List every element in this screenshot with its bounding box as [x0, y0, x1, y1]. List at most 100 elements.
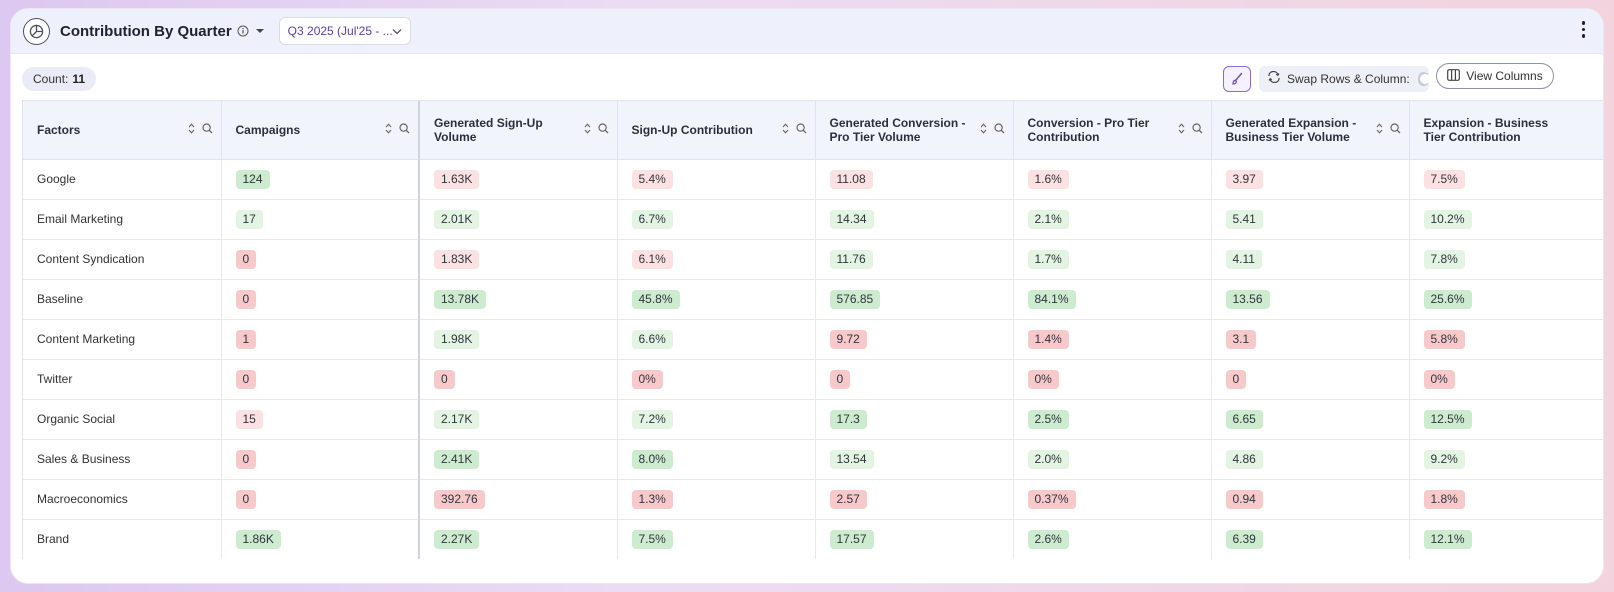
column-header-label: Expansion - Business Tier Contribution	[1423, 115, 1549, 144]
caret-down-icon[interactable]	[255, 27, 265, 35]
table-row[interactable]: Email Marketing 17 2.01K 6.7% 14.34 2.1% 5.41 1…	[23, 199, 1603, 240]
column-header-campaigns[interactable]: Campaigns	[221, 101, 420, 160]
sort-icon[interactable]	[385, 123, 392, 137]
value-cell: 1.98K	[419, 319, 618, 360]
column-header-actions	[584, 123, 609, 137]
value-cell: 17.3	[815, 399, 1014, 440]
sort-icon[interactable]	[782, 123, 789, 137]
value-pill: 13.56	[1225, 289, 1270, 309]
count-value: 11	[72, 72, 86, 86]
table-row[interactable]: Content Marketing 1 1.98K 6.6% 9.72 1.4% 3.1 5.…	[23, 319, 1603, 360]
more-options-icon[interactable]	[1581, 21, 1585, 38]
value-pill: 13.78K	[434, 289, 487, 309]
value-pill: 12.5%	[1423, 409, 1472, 429]
value-pill: 12.1%	[1423, 529, 1472, 549]
search-icon[interactable]	[1389, 123, 1401, 137]
value-cell: 12.5%	[1409, 399, 1603, 440]
value-cell: 2.5%	[1013, 399, 1212, 440]
value-pill: 1	[235, 329, 257, 349]
table-row[interactable]: Sales & Business 0 2.41K 8.0% 13.54 2.0% 4.86 9…	[23, 439, 1603, 480]
sort-icon[interactable]	[1178, 123, 1185, 137]
value-cell: 5.4%	[617, 159, 816, 200]
search-icon[interactable]	[597, 123, 609, 137]
column-header-factors[interactable]: Factors	[23, 101, 222, 160]
value-cell: 0%	[1409, 359, 1603, 400]
info-icon[interactable]	[237, 25, 249, 37]
sort-icon[interactable]	[980, 123, 987, 137]
value-pill: 1.6%	[1027, 169, 1069, 189]
value-cell: 10.2%	[1409, 199, 1603, 240]
value-pill: 9.72	[829, 329, 867, 349]
view-columns-button[interactable]: View Columns	[1436, 63, 1554, 89]
value-pill: 11.76	[829, 249, 873, 269]
search-icon[interactable]	[993, 123, 1005, 137]
column-header-label: Sign-Up Contribution	[631, 122, 753, 137]
column-header-sign-up-contribution[interactable]: Sign-Up Contribution	[617, 101, 816, 160]
factor-cell: Brand	[23, 519, 222, 559]
value-pill: 4.86	[1225, 449, 1263, 469]
value-cell: 14.34	[815, 199, 1014, 240]
swap-rows-columns-control[interactable]: Swap Rows & Column:	[1259, 66, 1431, 92]
value-cell: 2.6%	[1013, 519, 1212, 559]
value-pill: 6.7%	[631, 209, 673, 229]
value-pill: 25.6%	[1423, 289, 1472, 309]
table-row[interactable]: Brand 1.86K 2.27K 7.5% 17.57 2.6% 6.39 12.1%	[23, 519, 1603, 559]
value-cell: 17	[221, 199, 420, 240]
value-cell: 7.5%	[617, 519, 816, 559]
swap-toggle[interactable]	[1417, 72, 1431, 86]
value-pill: 2.27K	[434, 529, 480, 549]
value-cell: 392.76	[419, 479, 618, 520]
column-header-generated-sign-up-volume[interactable]: Generated Sign-Up Volume	[419, 101, 618, 160]
table-row[interactable]: Baseline 0 13.78K 45.8% 576.85 84.1% 13.56 25.6…	[23, 279, 1603, 320]
sort-icon[interactable]	[584, 123, 591, 137]
table-row[interactable]: Content Syndication 0 1.83K 6.1% 11.76 1.7% 4.…	[23, 239, 1603, 280]
value-pill: 84.1%	[1027, 289, 1076, 309]
value-cell: 0.37%	[1013, 479, 1212, 520]
search-icon[interactable]	[399, 123, 410, 137]
quarter-select[interactable]: Q3 2025 (Jul'25 - ...	[278, 17, 411, 45]
sort-icon[interactable]	[188, 123, 195, 137]
table-row[interactable]: Twitter 0 0 0% 0 0% 0 0%	[23, 359, 1603, 400]
value-pill: 0	[235, 489, 257, 509]
search-icon[interactable]	[201, 123, 213, 137]
value-pill: 6.6%	[631, 329, 673, 349]
value-pill: 11.08	[829, 169, 873, 189]
value-cell: 0%	[617, 359, 816, 400]
value-cell: 45.8%	[617, 279, 816, 320]
table-row[interactable]: Macroeconomics 0 392.76 1.3% 2.57 0.37% 0.94 1.…	[23, 479, 1603, 520]
value-pill: 10.2%	[1423, 209, 1472, 229]
value-pill: 1.4%	[1027, 329, 1069, 349]
value-cell: 9.72	[815, 319, 1014, 360]
search-icon[interactable]	[1191, 123, 1203, 137]
column-header-label: Generated Sign-Up Volume	[434, 115, 543, 144]
column-header-conversion-pro-tier-contribution[interactable]: Conversion - Pro Tier Contribution	[1013, 101, 1212, 160]
value-pill: 392.76	[434, 489, 485, 509]
brush-icon	[1232, 72, 1243, 85]
table-row[interactable]: Google 124 1.63K 5.4% 11.08 1.6% 3.97 7.5%	[23, 159, 1603, 200]
value-pill: 14.34	[829, 209, 874, 229]
column-header-generated-expansion-business-tier-volume[interactable]: Generated Expansion - Business Tier Volu…	[1211, 101, 1410, 160]
factor-cell: Twitter	[23, 359, 222, 400]
value-pill: 7.5%	[1423, 169, 1465, 189]
column-header-generated-conversion-pro-tier-volume[interactable]: Generated Conversion - Pro Tier Volume	[815, 101, 1014, 160]
format-brush-button[interactable]	[1223, 66, 1251, 92]
column-header-expansion-business-tier-contribution[interactable]: Expansion - Business Tier Contribution	[1409, 101, 1603, 160]
value-cell: 4.86	[1211, 439, 1410, 480]
table-row[interactable]: Organic Social 15 2.17K 7.2% 17.3 2.5% 6.65 12.…	[23, 399, 1603, 440]
value-pill: 0	[235, 449, 257, 469]
value-cell: 2.01K	[419, 199, 618, 240]
value-cell: 1.7%	[1013, 239, 1212, 280]
value-pill: 6.39	[1225, 529, 1263, 549]
value-pill: 5.41	[1225, 209, 1263, 229]
value-cell: 4.11	[1211, 239, 1410, 280]
table-toolbar: Count: 11 Swap Rows & Column: View Colum…	[11, 54, 1603, 103]
column-header-actions	[1178, 123, 1203, 137]
value-cell: 0	[221, 439, 420, 480]
count-badge: Count: 11	[22, 67, 97, 91]
column-header-actions	[385, 123, 410, 137]
search-icon[interactable]	[795, 123, 807, 137]
sort-icon[interactable]	[1376, 123, 1383, 137]
pie-chart-icon[interactable]	[23, 17, 50, 45]
factor-cell: Baseline	[23, 279, 222, 320]
value-pill: 0.94	[1225, 489, 1263, 509]
